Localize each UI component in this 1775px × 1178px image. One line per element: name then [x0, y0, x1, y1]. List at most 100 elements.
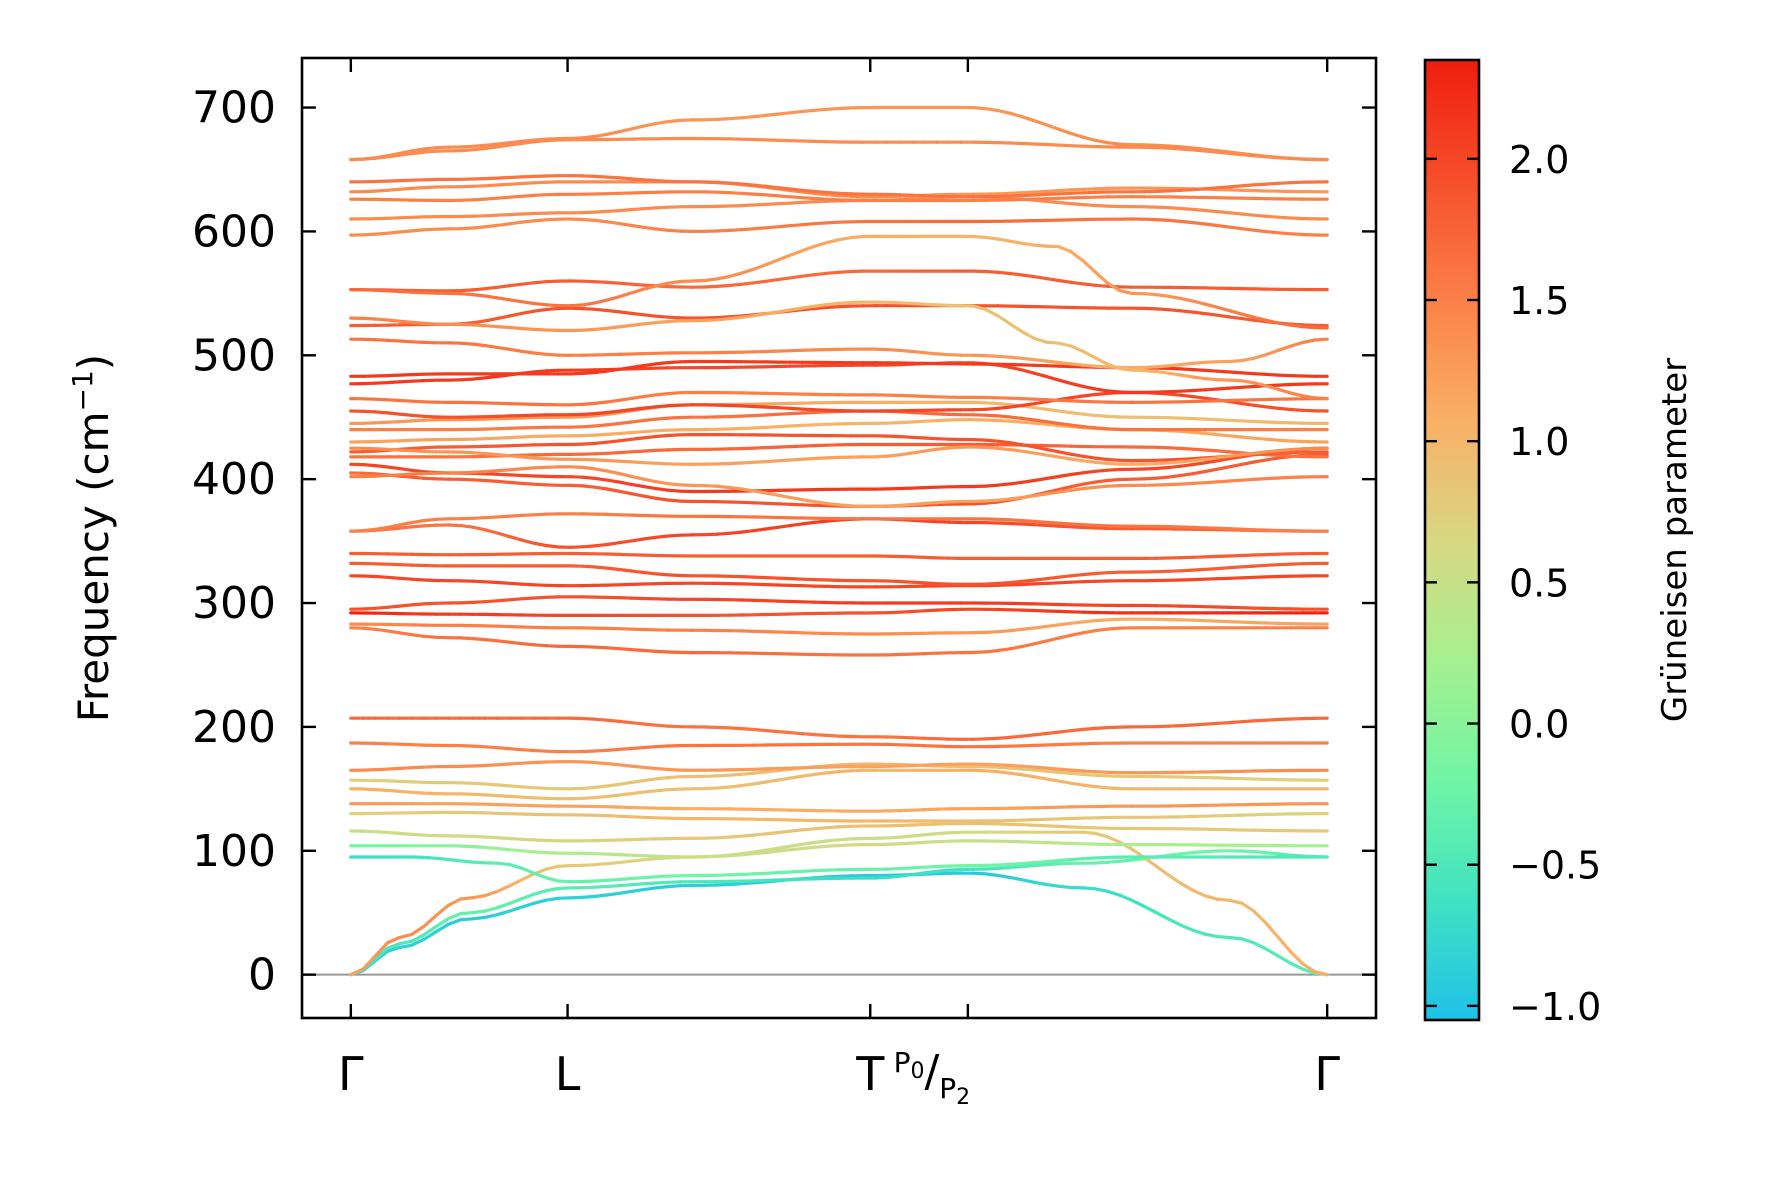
- band-segment: [1093, 831, 1110, 839]
- band-segment: [629, 745, 646, 751]
- band-segment: [1227, 385, 1244, 390]
- band-segment: [849, 234, 866, 240]
- band-segment: [934, 500, 951, 505]
- band-segment: [996, 865, 1012, 871]
- band-segment: [1264, 348, 1281, 357]
- band-segment: [1142, 365, 1158, 369]
- x-tick-label: T: [855, 1047, 885, 1101]
- band-segment: [666, 775, 682, 780]
- band-segment: [1105, 362, 1122, 371]
- band-segment: [1215, 720, 1232, 726]
- band-segment: [581, 370, 597, 375]
- band-segment: [1252, 315, 1268, 322]
- band-segment: [398, 398, 414, 403]
- band-segment: [800, 444, 817, 448]
- band-segment: [398, 438, 414, 443]
- band-segment: [812, 408, 829, 412]
- band-segment: [1191, 146, 1207, 151]
- band-segment: [1105, 461, 1122, 466]
- band-segment: [544, 306, 560, 312]
- band-segment: [727, 271, 744, 279]
- band-segment: [1313, 337, 1329, 342]
- band-segment: [593, 565, 609, 570]
- band-segment: [1191, 360, 1207, 365]
- band-segment: [581, 174, 597, 178]
- band-segment: [886, 453, 902, 458]
- band-segment: [617, 489, 634, 496]
- band-segment: [446, 857, 463, 863]
- band-segment: [642, 854, 658, 858]
- band-segment: [434, 916, 451, 929]
- band-segment: [617, 437, 634, 443]
- band-segment: [1008, 441, 1024, 447]
- band-segment: [1105, 835, 1122, 844]
- band-segment: [1118, 289, 1134, 295]
- band-segment: [495, 436, 512, 440]
- band-segment: [593, 458, 609, 463]
- band-segment: [654, 874, 670, 879]
- band-segment: [1240, 849, 1256, 854]
- band-segment: [1020, 578, 1036, 584]
- band-segment: [739, 872, 756, 877]
- band-segment: [532, 465, 548, 470]
- band-segment: [666, 482, 682, 487]
- band-segment: [1166, 366, 1183, 371]
- band-segment: [1081, 384, 1097, 391]
- band-segment: [1301, 325, 1317, 330]
- band-segment: [593, 298, 609, 305]
- band-segment: [1069, 781, 1085, 787]
- band-segment: [361, 463, 377, 468]
- band-segment: [1276, 852, 1293, 857]
- band-segment: [593, 218, 609, 224]
- band-segment: [361, 316, 377, 321]
- band-segment: [532, 838, 548, 843]
- band-segment: [520, 785, 536, 790]
- band-segment: [398, 525, 414, 530]
- band-segment: [1069, 344, 1085, 353]
- band-segment: [1313, 970, 1329, 977]
- band-segment: [788, 842, 805, 848]
- band-b322: [349, 574, 1329, 589]
- band-segment: [398, 939, 414, 946]
- band-segment: [1081, 480, 1097, 486]
- band-segment: [788, 306, 805, 312]
- band-segment: [654, 649, 670, 654]
- band-segment: [483, 374, 499, 380]
- y-tick-label: 200: [192, 702, 276, 753]
- band-segment: [800, 273, 817, 278]
- band-segment: [739, 833, 756, 838]
- band-segment: [507, 212, 524, 217]
- band-segment: [532, 369, 548, 374]
- band-segment: [495, 884, 512, 894]
- band-segment: [471, 781, 487, 786]
- band-segment: [812, 241, 829, 248]
- band-segment: [776, 424, 792, 429]
- band-lines: [302, 105, 1376, 977]
- band-segment: [1179, 481, 1195, 486]
- band-segment: [1252, 850, 1268, 855]
- band-segment: [812, 500, 829, 506]
- band-segment: [605, 220, 621, 226]
- band-segment: [422, 149, 438, 154]
- band-segment: [520, 309, 536, 315]
- band-segment: [654, 361, 670, 366]
- band-segment: [398, 186, 414, 191]
- band-segment: [800, 498, 817, 504]
- band-segment: [654, 572, 670, 577]
- band-segment: [812, 305, 829, 311]
- band-segment: [1191, 388, 1207, 393]
- band-segment: [800, 190, 817, 195]
- band-segment: [398, 789, 414, 794]
- band-segment: [398, 467, 414, 472]
- band-segment: [800, 244, 817, 253]
- band-segment: [398, 152, 414, 157]
- band-segment: [410, 418, 426, 423]
- band-segment: [776, 445, 792, 449]
- band-segment: [666, 498, 682, 503]
- band-segment: [1044, 199, 1061, 205]
- band-segment: [727, 783, 744, 789]
- band-segment: [751, 871, 768, 876]
- band-segment: [1252, 213, 1268, 218]
- band-segment: [532, 280, 548, 285]
- band-segment: [1044, 407, 1061, 413]
